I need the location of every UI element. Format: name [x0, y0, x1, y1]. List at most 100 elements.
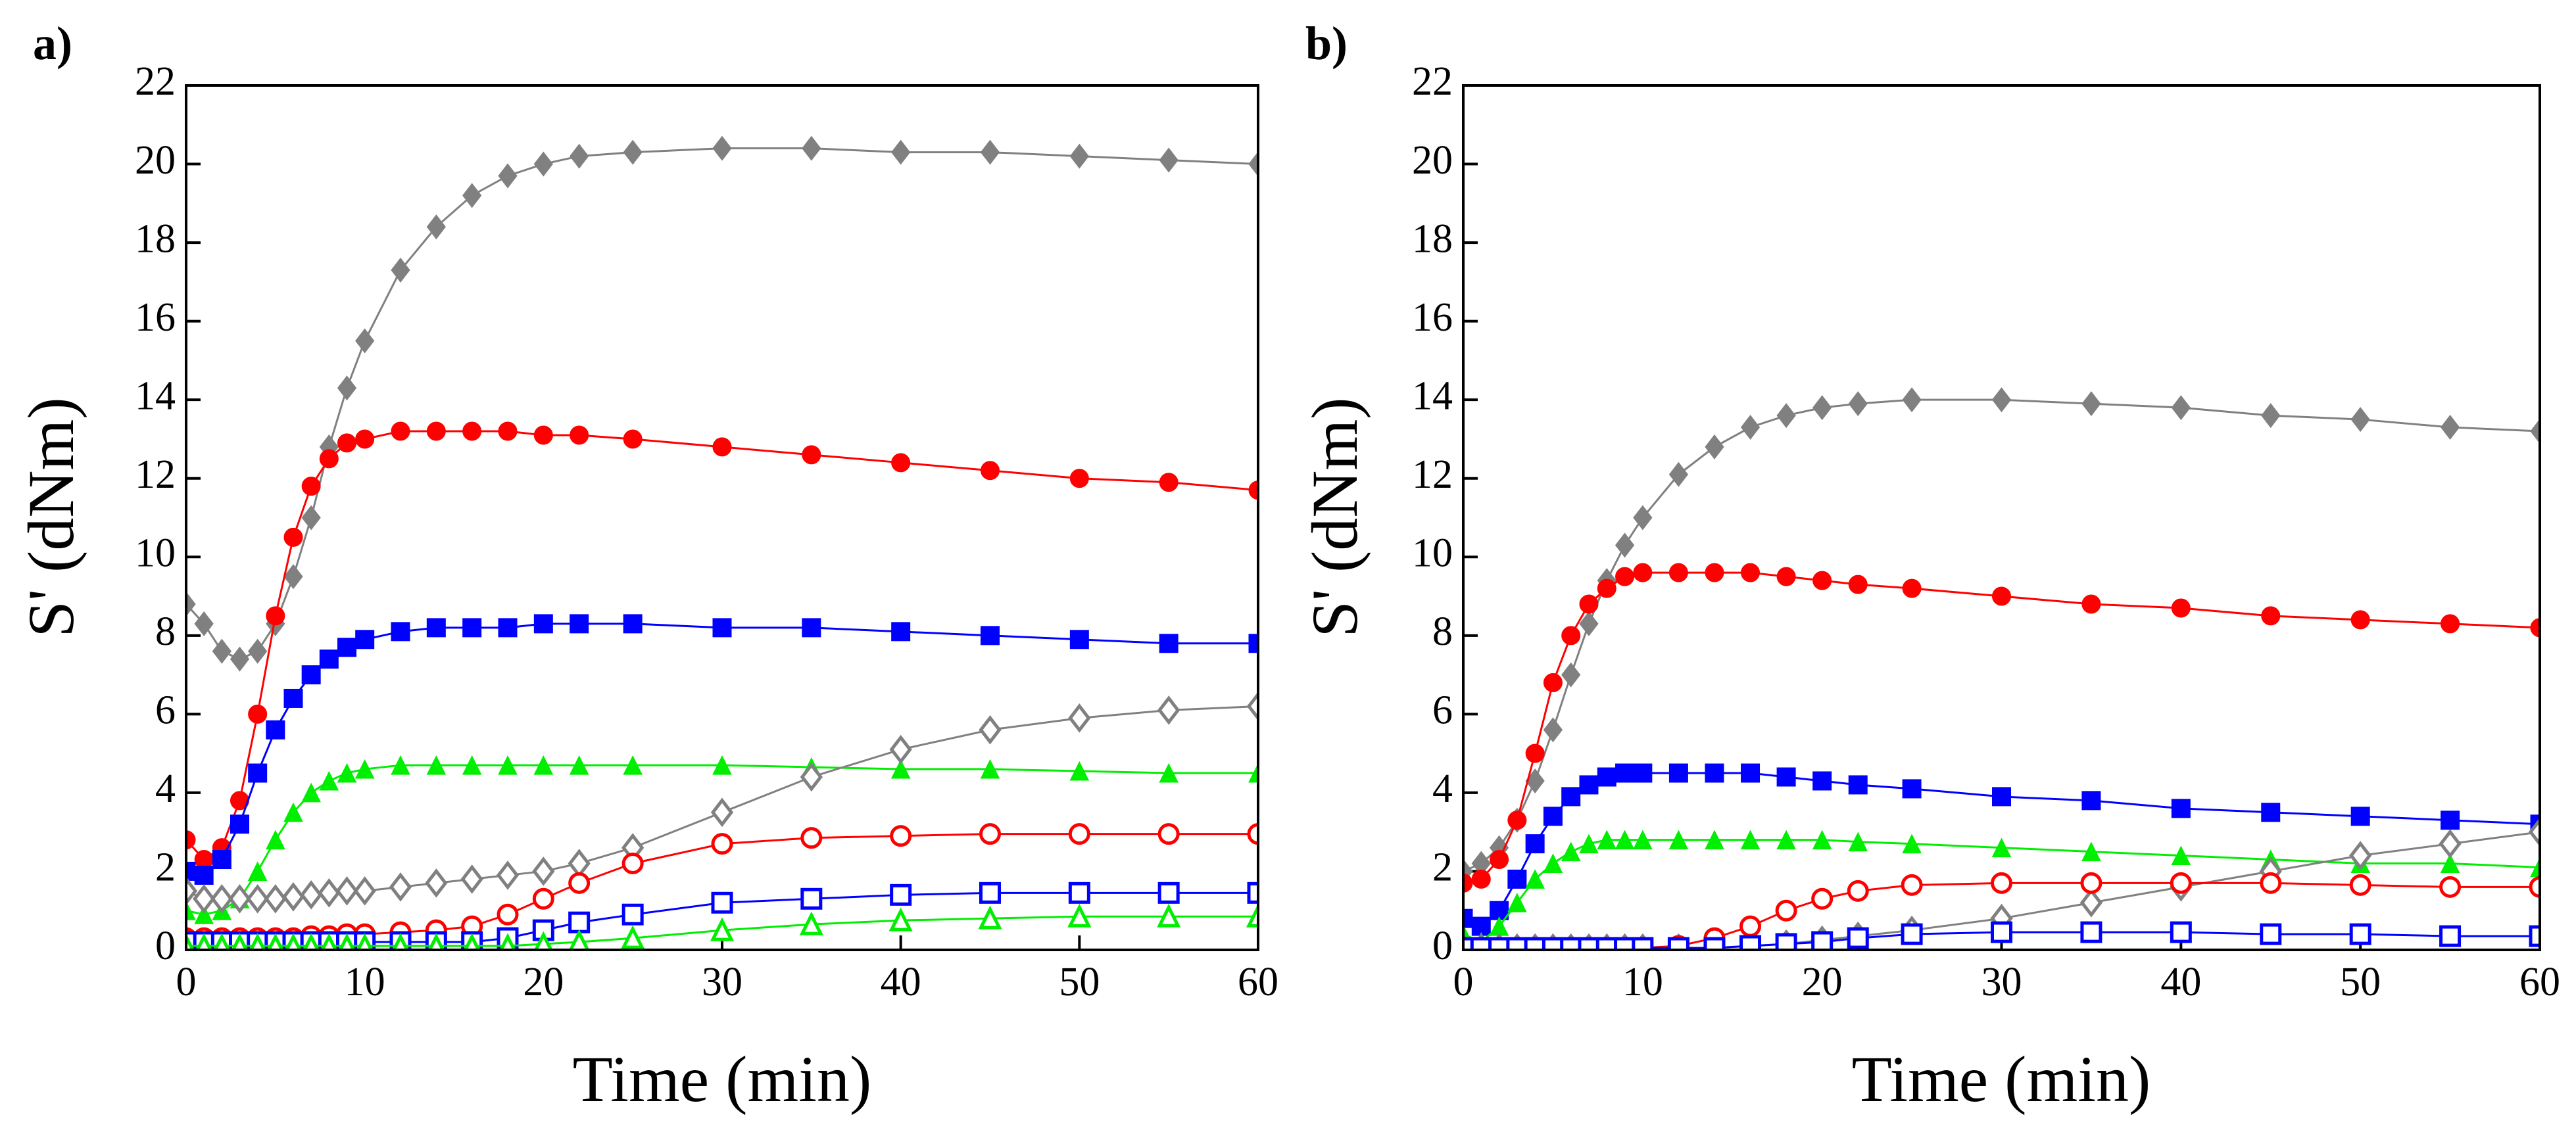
marker [1247, 823, 1258, 845]
marker [2349, 841, 2372, 870]
marker [1739, 935, 1762, 950]
marker [978, 905, 1002, 930]
marker [1614, 937, 1636, 950]
marker [498, 618, 518, 638]
marker [2170, 872, 2192, 894]
marker [568, 911, 591, 933]
marker [1579, 775, 1599, 795]
marker [2441, 614, 2460, 634]
x-tick-label: 0 [1453, 960, 1474, 1004]
y-axis-title: S' (dNm) [1298, 397, 1371, 637]
marker [213, 933, 231, 950]
marker [1703, 937, 1726, 950]
y-tick-label: 2 [155, 845, 176, 890]
marker [2081, 391, 2101, 417]
marker [283, 564, 303, 590]
marker [426, 755, 447, 775]
marker [1632, 937, 1654, 950]
marker [1157, 903, 1181, 928]
marker [533, 614, 553, 634]
y-tick-label: 20 [135, 138, 176, 183]
marker [1741, 763, 1761, 783]
marker [1705, 434, 1724, 459]
marker [1524, 937, 1546, 950]
marker [2171, 799, 2191, 818]
marker [2530, 857, 2540, 877]
marker [355, 328, 375, 354]
y-tick-label: 22 [135, 59, 176, 104]
marker [1740, 415, 1761, 440]
marker [391, 421, 410, 441]
y-tick-label: 8 [155, 609, 176, 654]
marker [498, 755, 518, 775]
y-tick-label: 16 [1412, 295, 1453, 340]
marker [389, 872, 412, 902]
marker [570, 425, 589, 445]
marker [2261, 403, 2281, 429]
marker [496, 860, 520, 890]
marker [1847, 927, 1869, 949]
marker [800, 887, 823, 910]
marker [355, 630, 375, 649]
x-axis-title: Time (min) [1852, 1043, 2151, 1116]
y-tick-label: 14 [135, 373, 176, 418]
marker [621, 903, 644, 926]
marker [1847, 880, 1869, 902]
plot-area [1463, 387, 2540, 950]
marker [1579, 594, 1599, 614]
y-tick-label: 2 [1432, 845, 1453, 890]
marker [1991, 921, 2012, 943]
marker [1507, 893, 1527, 912]
marker [266, 720, 285, 740]
marker [1597, 767, 1616, 787]
marker [2440, 853, 2460, 873]
marker [1561, 662, 1581, 688]
marker [210, 883, 233, 914]
marker [353, 876, 376, 906]
marker [248, 638, 268, 664]
marker [462, 421, 482, 441]
marker [568, 849, 591, 878]
marker [1667, 937, 1689, 950]
marker [246, 883, 269, 914]
marker [195, 933, 212, 950]
marker [1991, 837, 2012, 858]
marker [230, 814, 249, 834]
marker [1776, 830, 1796, 850]
marker [338, 933, 356, 950]
marker [283, 802, 303, 822]
marker [2439, 829, 2462, 859]
marker [1741, 563, 1761, 582]
marker [1246, 692, 1258, 721]
marker [1525, 869, 1545, 889]
marker [462, 618, 482, 638]
marker [266, 606, 285, 626]
x-tick-label: 10 [1622, 960, 1663, 1004]
marker [1633, 563, 1653, 582]
marker [267, 933, 284, 950]
marker [1561, 787, 1581, 807]
marker [2530, 418, 2540, 444]
marker [1776, 767, 1796, 787]
marker [2079, 887, 2103, 918]
marker [337, 433, 356, 453]
marker [318, 878, 341, 908]
marker [337, 638, 356, 657]
marker [890, 759, 911, 779]
marker [425, 868, 448, 898]
marker [1597, 830, 1617, 850]
marker [1901, 923, 1923, 945]
marker [392, 933, 409, 950]
marker [1159, 473, 1179, 492]
marker [1848, 391, 1868, 417]
marker [337, 763, 357, 783]
marker [463, 933, 481, 950]
marker [1633, 763, 1653, 783]
marker [1463, 873, 1473, 893]
marker [1668, 461, 1689, 487]
y-tick-label: 4 [155, 766, 176, 811]
marker [623, 614, 643, 634]
marker [533, 425, 553, 445]
marker [2171, 598, 2191, 618]
marker [497, 903, 519, 926]
